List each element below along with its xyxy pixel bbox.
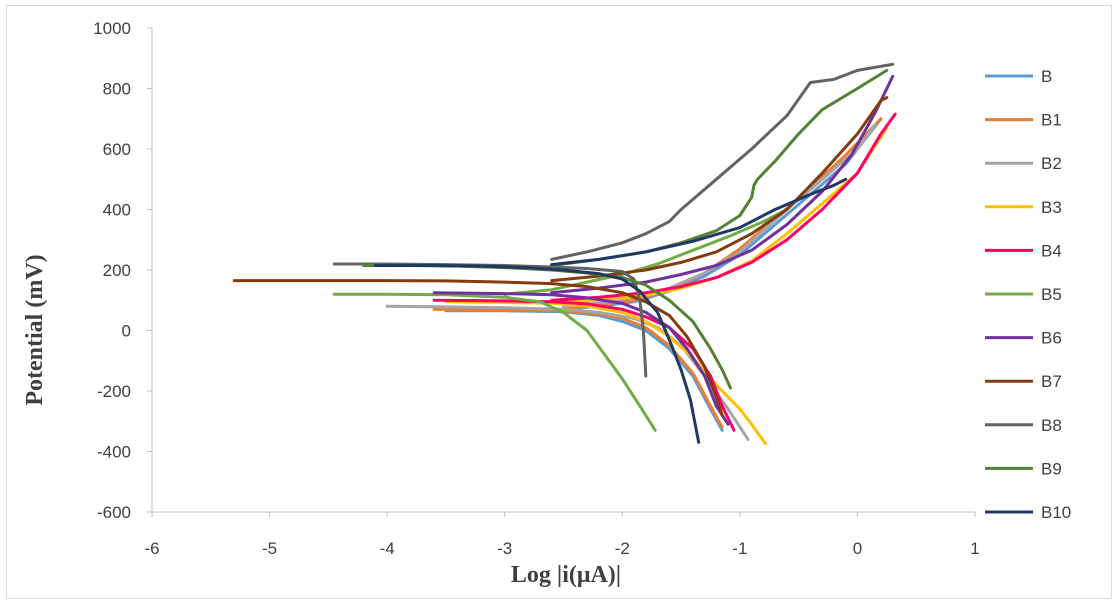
legend-label: B6 <box>1041 329 1062 348</box>
series-line-b1 <box>432 117 883 429</box>
series-line-b4 <box>432 112 897 432</box>
series-line-b <box>444 117 883 432</box>
y-tick-label: 800 <box>103 80 131 99</box>
y-tick-label: 200 <box>103 261 131 280</box>
x-tick-label: 1 <box>970 539 979 558</box>
tick-labels: -6 -5 -4 -3 -2 -1 0 1 -600 -400 -200 0 200 400 600 800 1… <box>93 19 980 558</box>
series-line-b7 <box>232 96 889 417</box>
legend-label: B1 <box>1041 111 1062 130</box>
y-tick-label: -600 <box>97 503 131 522</box>
x-tick-label: -1 <box>732 539 747 558</box>
legend-label: B7 <box>1041 372 1062 391</box>
x-tick-label: 0 <box>853 539 862 558</box>
plot-area <box>232 62 897 446</box>
y-tick-label: 0 <box>122 322 131 341</box>
series-line-b10 <box>373 177 848 444</box>
legend-label: B4 <box>1041 241 1062 260</box>
y-axis-title: Potential (mV) <box>22 254 48 405</box>
legend-label: B3 <box>1041 198 1062 217</box>
series-line-b6 <box>432 74 895 426</box>
legend-label: B9 <box>1041 459 1062 478</box>
series-line-b5 <box>332 208 789 432</box>
legend-label: B <box>1041 67 1052 86</box>
series-line-b9 <box>362 68 889 390</box>
legend-label: B2 <box>1041 154 1062 173</box>
x-tick-label: -2 <box>615 539 630 558</box>
y-tick-label: 1000 <box>93 19 131 38</box>
x-axis-title: Log |i(μA)| <box>511 562 621 588</box>
x-tick-label: -4 <box>380 539 395 558</box>
axes <box>147 27 976 517</box>
legend: B B1 B2 B3 B4 B5 B6 B7 B8 B9 B10 <box>985 67 1071 522</box>
y-tick-label: 600 <box>103 140 131 159</box>
x-tick-label: -6 <box>144 539 159 558</box>
x-tick-label: -3 <box>497 539 512 558</box>
y-tick-label: -400 <box>97 443 131 462</box>
x-tick-label: -5 <box>262 539 277 558</box>
legend-label: B10 <box>1041 503 1071 522</box>
y-tick-label: -200 <box>97 382 131 401</box>
legend-label: B5 <box>1041 285 1062 304</box>
legend-label: B8 <box>1041 416 1062 435</box>
y-tick-label: 400 <box>103 201 131 220</box>
